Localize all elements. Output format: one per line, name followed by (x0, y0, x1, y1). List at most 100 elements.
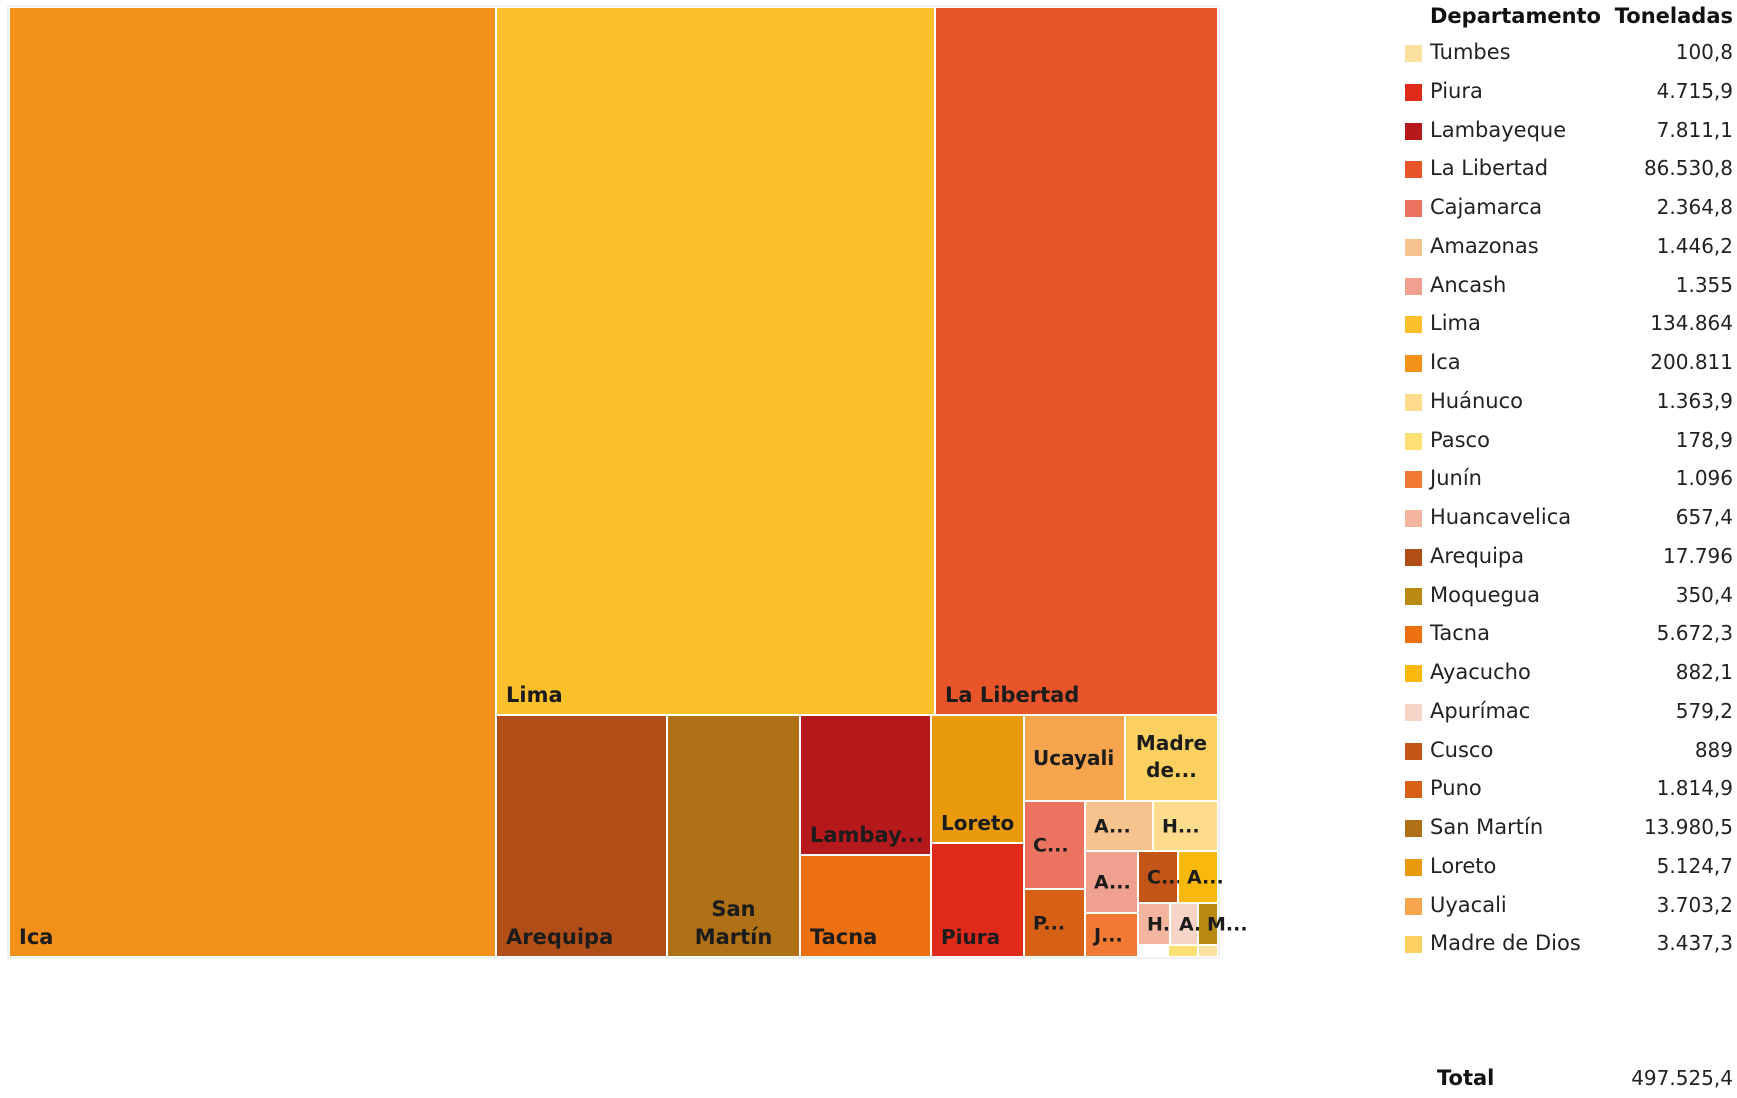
tile-madre-de-dios[interactable]: Madre de... (1126, 716, 1217, 800)
legend-row-tumbes[interactable]: Tumbes 100,8 (1395, 33, 1735, 73)
tile-rect-junin[interactable] (1086, 914, 1137, 956)
tile-cusco[interactable]: C... (1139, 852, 1183, 902)
legend-name: Lima (1430, 311, 1481, 336)
legend-value: 200.811 (1650, 350, 1733, 374)
tile-san-martin[interactable]: San Martín (668, 716, 799, 956)
legend-value: 100,8 (1675, 40, 1733, 64)
tile-rect-ancash[interactable] (1086, 852, 1137, 912)
legend-row-arequipa[interactable]: Arequipa 17.796 (1395, 537, 1735, 577)
tile-rect-ayacucho[interactable] (1179, 852, 1217, 902)
tile-rect-tacna[interactable] (801, 856, 930, 956)
legend-value: 1.363,9 (1656, 388, 1733, 413)
tile-rect-ica[interactable] (10, 8, 495, 956)
tile-rect-madre-de-dios[interactable] (1126, 716, 1217, 800)
legend-row-uyacali[interactable]: Uyacali 3.703,2 (1395, 886, 1735, 926)
tile-huanuco[interactable]: H... (1154, 802, 1217, 850)
tile-huancavelica[interactable]: H... (1139, 904, 1185, 944)
legend-name: Junín (1430, 466, 1482, 491)
legend-row-tacna[interactable]: Tacna 5.672,3 (1395, 614, 1735, 654)
tile-ayacucho[interactable]: A... (1179, 852, 1224, 902)
legend-row-piura[interactable]: Piura 4.715,9 (1395, 72, 1735, 112)
legend-swatch (1405, 703, 1422, 721)
tile-rect-tumbes[interactable] (1199, 946, 1217, 956)
tile-moquegua[interactable]: M... (1199, 904, 1248, 944)
legend-name: Puno (1430, 776, 1482, 801)
legend-row-lima[interactable]: Lima 134.864 (1395, 304, 1735, 344)
tile-rect-uyacali[interactable] (1025, 716, 1124, 800)
tile-uyacali[interactable]: Ucayali (1025, 716, 1124, 800)
tile-puno[interactable]: P... (1025, 890, 1084, 956)
legend-row-moquegua[interactable]: Moquegua 350,4 (1395, 576, 1735, 616)
tile-label-ayacucho: A... (1187, 867, 1224, 889)
legend-swatch (1405, 161, 1422, 179)
tile-piura[interactable]: Piura (932, 844, 1023, 956)
tile-label-cajamarca: C... (1033, 835, 1069, 857)
legend-value: 86.530,8 (1643, 156, 1733, 181)
tile-rect-arequipa[interactable] (497, 716, 666, 956)
treemap-chart: Ica Lima La Libertad Arequipa San Martín Lamba… (7, 5, 1248, 959)
tile-label-madre-de-dios: Madre de... (1136, 731, 1207, 782)
legend-row-lambayeque[interactable]: Lambayeque 7.811,1 (1395, 111, 1735, 151)
tile-loreto[interactable]: Loreto (932, 716, 1023, 842)
tile-rect-puno[interactable] (1025, 890, 1084, 956)
tile-rect-moquegua[interactable] (1199, 904, 1217, 944)
legend-name: San Martín (1430, 815, 1544, 839)
legend-row-apurimac[interactable]: Apurímac 579,2 (1395, 692, 1735, 732)
legend-row-huanuco[interactable]: Huánuco 1.363,9 (1395, 382, 1735, 422)
tile-ancash[interactable]: A... (1086, 852, 1137, 912)
tile-la-libertad[interactable]: La Libertad (936, 8, 1217, 714)
legend-row-ayacucho[interactable]: Ayacucho 882,1 (1395, 653, 1735, 693)
legend-name: Pasco (1430, 427, 1490, 452)
legend-total-row: Total 497.525,4 (1395, 1062, 1735, 1098)
tile-rect-cusco[interactable] (1139, 852, 1177, 902)
tile-amazonas[interactable]: A... (1086, 802, 1152, 850)
tile-lambayeque[interactable]: Lambay... (801, 716, 930, 854)
tile-rect-amazonas[interactable] (1086, 802, 1152, 850)
legend-row-amazonas[interactable]: Amazonas 1.446,2 (1395, 227, 1735, 267)
legend-value: 5.124,7 (1656, 853, 1733, 878)
legend-row-san-martin[interactable]: San Martín 13.980,5 (1395, 808, 1735, 848)
legend-row-madre-de-dios[interactable]: Madre de Dios 3.437,3 (1395, 924, 1735, 964)
tile-rect-lambayeque[interactable] (801, 716, 930, 854)
legend-swatch (1405, 665, 1422, 682)
legend-row-ancash[interactable]: Ancash 1.355 (1395, 266, 1735, 306)
tile-label-arequipa: Arequipa (506, 925, 613, 949)
tile-rect-la-libertad[interactable] (936, 8, 1217, 714)
tile-cajamarca[interactable]: C... (1025, 802, 1084, 888)
legend-row-puno[interactable]: Puno 1.814,9 (1395, 769, 1735, 809)
legend-row-cajamarca[interactable]: Cajamarca 2.364,8 (1395, 188, 1735, 228)
legend-row-junin[interactable]: Junín 1.096 (1395, 459, 1735, 499)
tile-rect-loreto[interactable] (932, 716, 1023, 842)
legend-row-cusco[interactable]: Cusco 889 (1395, 731, 1735, 771)
legend-name: Loreto (1430, 853, 1497, 878)
legend-name: Uyacali (1430, 892, 1507, 917)
legend-value: 2.364,8 (1656, 195, 1733, 219)
legend-row-pasco[interactable]: Pasco 178,9 (1395, 421, 1735, 461)
tile-label-puno: P... (1033, 913, 1065, 935)
legend-row-ica[interactable]: Ica 200.811 (1395, 343, 1735, 383)
tile-ica[interactable]: Ica (10, 8, 495, 956)
tile-tacna[interactable]: Tacna (801, 856, 930, 956)
tile-tumbes[interactable] (1199, 946, 1217, 956)
legend-name: Ayacucho (1430, 660, 1531, 684)
tile-rect-piura[interactable] (932, 844, 1023, 956)
tile-rect-apurimac[interactable] (1171, 904, 1197, 944)
tile-pasco[interactable] (1169, 946, 1197, 956)
tile-label-san-martin: San Martín (695, 897, 773, 949)
tile-rect-huanuco[interactable] (1154, 802, 1217, 850)
tile-rect-lima[interactable] (497, 8, 934, 714)
legend-row-la-libertad[interactable]: La Libertad 86.530,8 (1395, 149, 1735, 189)
tile-arequipa[interactable]: Arequipa (497, 716, 666, 956)
tile-junin[interactable]: J... (1086, 914, 1137, 956)
legend-swatch (1405, 742, 1422, 760)
tile-rect-cajamarca[interactable] (1025, 802, 1084, 888)
legend-swatch (1405, 432, 1422, 450)
legend-row-huancavelica[interactable]: Huancavelica 657,4 (1395, 498, 1735, 538)
tile-rect-san-martin[interactable] (668, 716, 799, 956)
legend-row-loreto[interactable]: Loreto 5.124,7 (1395, 847, 1735, 887)
tile-rect-pasco[interactable] (1169, 946, 1197, 956)
tile-lima[interactable]: Lima (497, 8, 934, 714)
tile-rect-huancavelica[interactable] (1139, 904, 1169, 944)
legend-value: 350,4 (1675, 582, 1733, 607)
tile-label-junin: J... (1092, 925, 1123, 947)
